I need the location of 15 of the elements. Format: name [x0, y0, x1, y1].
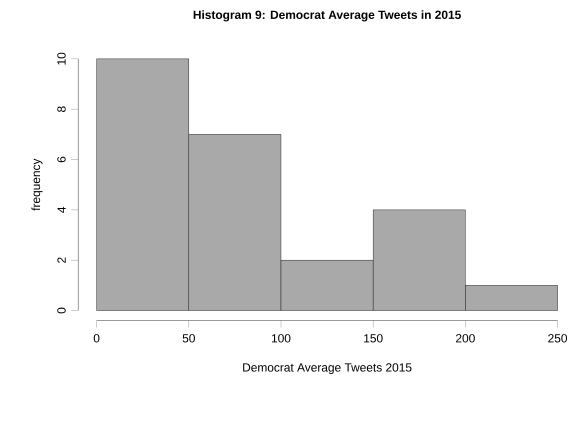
- x-tick-label: 0: [94, 334, 100, 342]
- x-tick-label: 200: [456, 334, 475, 342]
- y-tick-label: 6: [57, 156, 66, 162]
- y-tick-label: 4: [58, 206, 66, 213]
- x-tick-label: 250: [548, 334, 568, 342]
- x-tick-label: 50: [182, 334, 195, 342]
- chart-title: Histogram 9: Democrat Average Tweets in 2015: [194, 10, 461, 22]
- y-tick-label: 0: [57, 308, 66, 314]
- x-tick-label: 100: [272, 334, 290, 342]
- y-tick-label: 2: [57, 257, 66, 263]
- y-tick-label: 8: [57, 106, 66, 112]
- y-axis-title: frequency: [31, 158, 42, 211]
- x-axis-title: Democrat Average Tweets 2015: [243, 363, 412, 374]
- y-tick-label: 10: [57, 52, 66, 64]
- x-tick-label: 150: [364, 334, 383, 342]
